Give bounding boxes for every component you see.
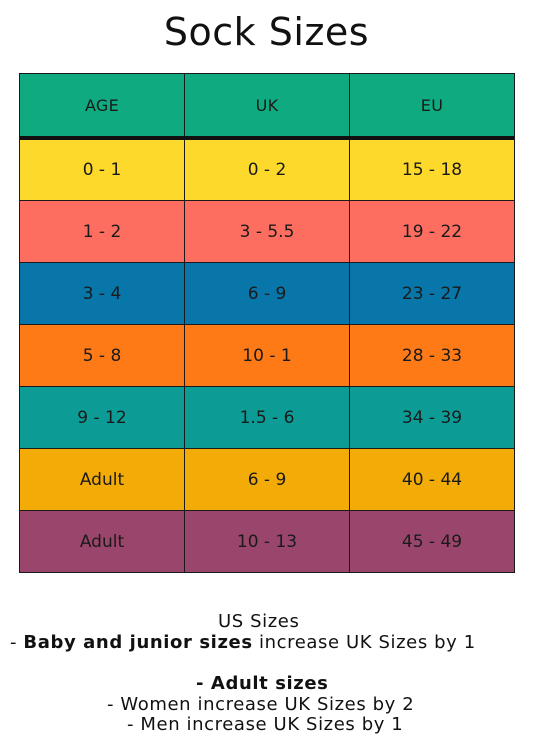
eu-cell: 28 - 33 <box>349 325 514 386</box>
sock-size-table: AGE UK EU 0 - 1 0 - 2 15 - 18 1 - 2 3 - … <box>19 73 515 573</box>
baby-note-rest: increase UK Sizes by 1 <box>252 631 476 653</box>
age-cell: 5 - 8 <box>82 345 122 366</box>
baby-note-prefix: - <box>10 631 24 653</box>
uk-cell: 1.5 - 6 <box>184 387 349 448</box>
table-row: Adult 6 - 9 40 - 44 <box>20 448 514 510</box>
table-row: 0 - 1 0 - 2 15 - 18 <box>20 136 514 200</box>
uk-cell: 10 - 1 <box>184 325 349 386</box>
table-row: 1 - 2 3 - 5.5 19 - 22 <box>20 200 514 262</box>
men-note: - Men increase UK Sizes by 1 <box>127 714 404 735</box>
age-cell: 0 - 1 <box>82 160 122 180</box>
baby-junior-note: - Baby and junior sizes increase UK Size… <box>0 631 533 654</box>
eu-cell: 19 - 22 <box>349 201 514 262</box>
baby-note-bold: Baby and junior sizes <box>23 631 253 653</box>
eu-cell: 45 - 49 <box>349 511 514 572</box>
us-sizes-heading: US Sizes <box>218 611 300 632</box>
header-uk: UK <box>184 74 349 136</box>
eu-cell: 40 - 44 <box>349 449 514 510</box>
header-age: AGE <box>84 95 120 115</box>
age-cell: Adult <box>79 531 125 552</box>
eu-cell: 15 - 18 <box>349 140 514 200</box>
table-row: 9 - 12 1.5 - 6 34 - 39 <box>20 386 514 448</box>
page-title: Sock Sizes <box>163 10 370 54</box>
table-row: Adult 10 - 13 45 - 49 <box>20 510 514 572</box>
table-row: 3 - 4 6 - 9 23 - 27 <box>20 262 514 324</box>
uk-cell: 6 - 9 <box>184 449 349 510</box>
age-cell: 1 - 2 <box>82 221 122 242</box>
us-size-notes: US Sizes - Baby and junior sizes increas… <box>0 611 533 736</box>
table-header-row: AGE UK EU <box>20 74 514 136</box>
eu-cell: 34 - 39 <box>349 387 514 448</box>
adult-sizes-heading: - Adult sizes <box>196 673 329 694</box>
age-cell: 3 - 4 <box>82 283 122 304</box>
uk-cell: 3 - 5.5 <box>184 201 349 262</box>
uk-cell: 10 - 13 <box>184 511 349 572</box>
age-cell: Adult <box>79 469 125 490</box>
age-cell: 9 - 12 <box>77 407 127 428</box>
header-eu: EU <box>349 74 514 136</box>
uk-cell: 6 - 9 <box>184 263 349 324</box>
uk-cell: 0 - 2 <box>184 140 349 200</box>
women-note: - Women increase UK Sizes by 2 <box>107 693 415 715</box>
eu-cell: 23 - 27 <box>349 263 514 324</box>
table-row: 5 - 8 10 - 1 28 - 33 <box>20 324 514 386</box>
